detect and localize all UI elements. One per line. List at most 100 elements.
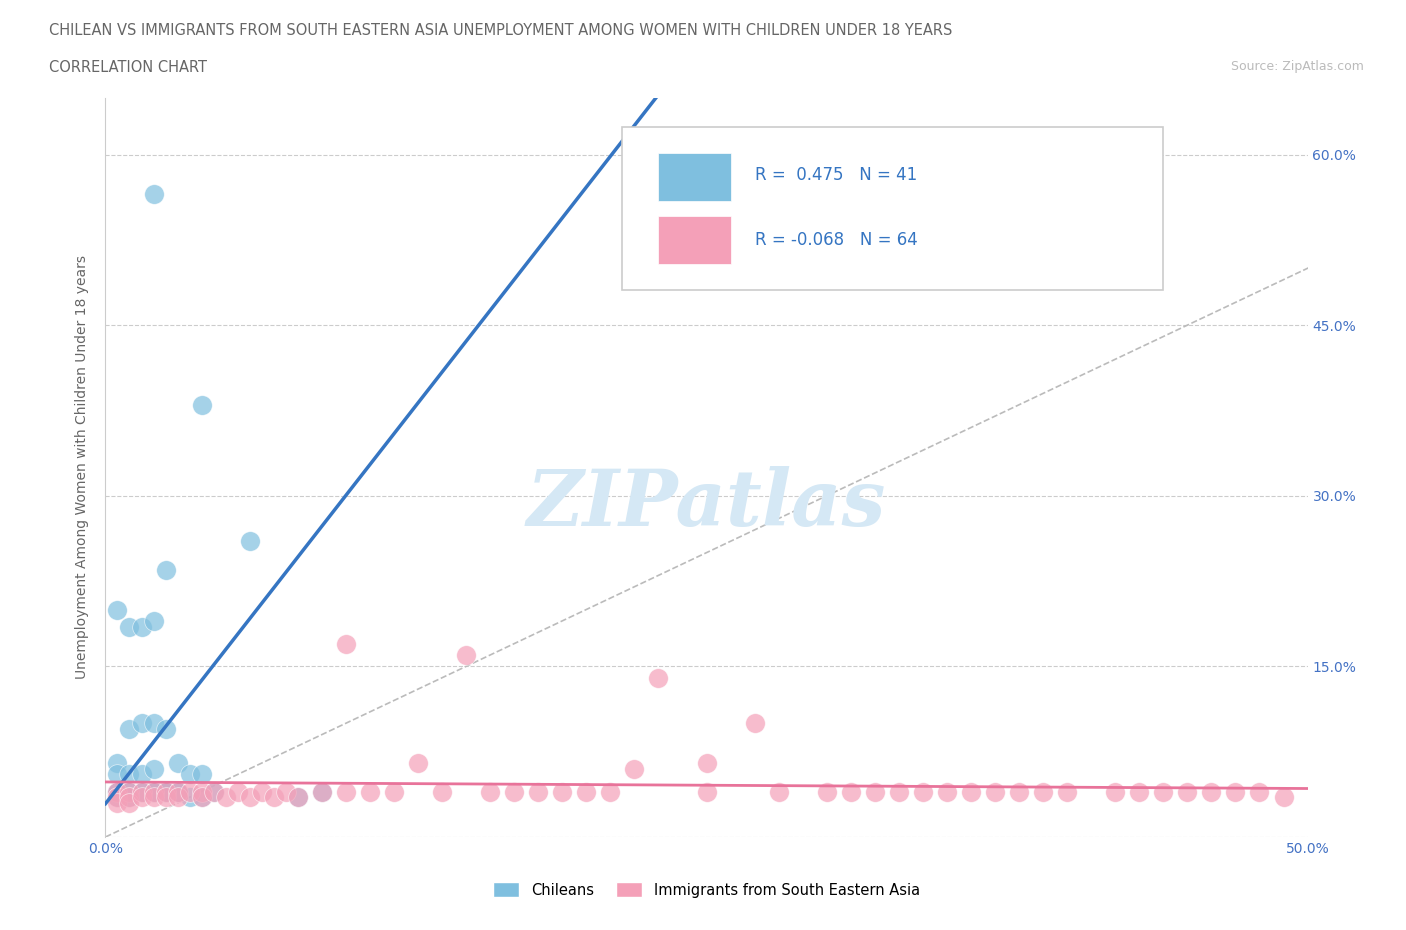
Point bbox=[131, 619, 153, 634]
Point bbox=[107, 784, 129, 799]
Point bbox=[118, 784, 141, 799]
Point bbox=[131, 784, 153, 799]
Point bbox=[190, 767, 212, 782]
Point bbox=[107, 784, 129, 799]
Point bbox=[359, 784, 381, 799]
Point bbox=[575, 784, 598, 799]
Point bbox=[131, 790, 153, 804]
Point bbox=[155, 784, 177, 799]
Point bbox=[131, 716, 153, 731]
Bar bbox=[658, 153, 731, 201]
Point bbox=[107, 795, 129, 810]
Point bbox=[142, 784, 165, 799]
Point bbox=[155, 784, 177, 799]
Point bbox=[527, 784, 550, 799]
Point bbox=[768, 784, 790, 799]
Point bbox=[863, 784, 886, 799]
Point bbox=[131, 767, 153, 782]
Point bbox=[142, 784, 165, 799]
Point bbox=[190, 784, 212, 799]
Point bbox=[479, 784, 502, 799]
Point bbox=[287, 790, 309, 804]
Point bbox=[131, 784, 153, 799]
Point bbox=[155, 784, 177, 799]
Point bbox=[166, 755, 188, 770]
Point bbox=[118, 795, 141, 810]
Point bbox=[155, 563, 177, 578]
Text: R = -0.068   N = 64: R = -0.068 N = 64 bbox=[755, 231, 917, 248]
Text: CORRELATION CHART: CORRELATION CHART bbox=[49, 60, 207, 75]
Point bbox=[335, 636, 357, 651]
Point bbox=[118, 790, 141, 804]
Point bbox=[118, 784, 141, 799]
Legend: Chileans, Immigrants from South Eastern Asia: Chileans, Immigrants from South Eastern … bbox=[488, 877, 925, 904]
Point bbox=[960, 784, 983, 799]
Point bbox=[647, 671, 669, 685]
Point bbox=[155, 790, 177, 804]
Point bbox=[936, 784, 959, 799]
Point bbox=[911, 784, 934, 799]
Point bbox=[131, 784, 153, 799]
Point bbox=[166, 790, 188, 804]
Point bbox=[1128, 784, 1150, 799]
Point bbox=[142, 784, 165, 799]
Point bbox=[311, 784, 333, 799]
Point bbox=[107, 790, 129, 804]
Point bbox=[166, 784, 188, 799]
Point bbox=[551, 784, 574, 799]
Point bbox=[1249, 784, 1271, 799]
Point bbox=[503, 784, 526, 799]
Point bbox=[430, 784, 453, 799]
Point bbox=[1032, 784, 1054, 799]
Point bbox=[214, 790, 236, 804]
Point bbox=[1056, 784, 1078, 799]
Point bbox=[107, 784, 129, 799]
Point bbox=[190, 397, 212, 412]
Point bbox=[142, 614, 165, 629]
Point bbox=[166, 784, 188, 799]
Point bbox=[984, 784, 1007, 799]
Point bbox=[1175, 784, 1198, 799]
Point bbox=[406, 755, 429, 770]
Bar bbox=[658, 216, 731, 264]
Point bbox=[1152, 784, 1174, 799]
Point bbox=[311, 784, 333, 799]
Point bbox=[118, 790, 141, 804]
Point bbox=[887, 784, 910, 799]
Point bbox=[1104, 784, 1126, 799]
Point bbox=[744, 716, 766, 731]
Point bbox=[142, 762, 165, 777]
Point bbox=[107, 755, 129, 770]
Point bbox=[250, 784, 273, 799]
Point bbox=[239, 790, 262, 804]
Text: CHILEAN VS IMMIGRANTS FROM SOUTH EASTERN ASIA UNEMPLOYMENT AMONG WOMEN WITH CHIL: CHILEAN VS IMMIGRANTS FROM SOUTH EASTERN… bbox=[49, 23, 953, 38]
Point bbox=[839, 784, 862, 799]
Point bbox=[202, 784, 225, 799]
Text: R =  0.475   N = 41: R = 0.475 N = 41 bbox=[755, 166, 917, 184]
Point bbox=[696, 755, 718, 770]
Point bbox=[142, 790, 165, 804]
Point bbox=[1008, 784, 1031, 799]
Point bbox=[118, 722, 141, 737]
Point bbox=[226, 784, 249, 799]
Point bbox=[155, 722, 177, 737]
FancyBboxPatch shape bbox=[623, 127, 1163, 290]
Point bbox=[179, 790, 201, 804]
Point bbox=[263, 790, 285, 804]
Point bbox=[623, 762, 645, 777]
Point bbox=[239, 534, 262, 549]
Point bbox=[142, 716, 165, 731]
Point bbox=[335, 784, 357, 799]
Point bbox=[274, 784, 297, 799]
Point bbox=[287, 790, 309, 804]
Point bbox=[202, 784, 225, 799]
Text: ZIPatlas: ZIPatlas bbox=[527, 466, 886, 542]
Point bbox=[190, 790, 212, 804]
Point bbox=[107, 602, 129, 617]
Point bbox=[107, 767, 129, 782]
Text: Source: ZipAtlas.com: Source: ZipAtlas.com bbox=[1230, 60, 1364, 73]
Point bbox=[166, 784, 188, 799]
Point bbox=[118, 784, 141, 799]
Point bbox=[1201, 784, 1223, 799]
Point bbox=[118, 619, 141, 634]
